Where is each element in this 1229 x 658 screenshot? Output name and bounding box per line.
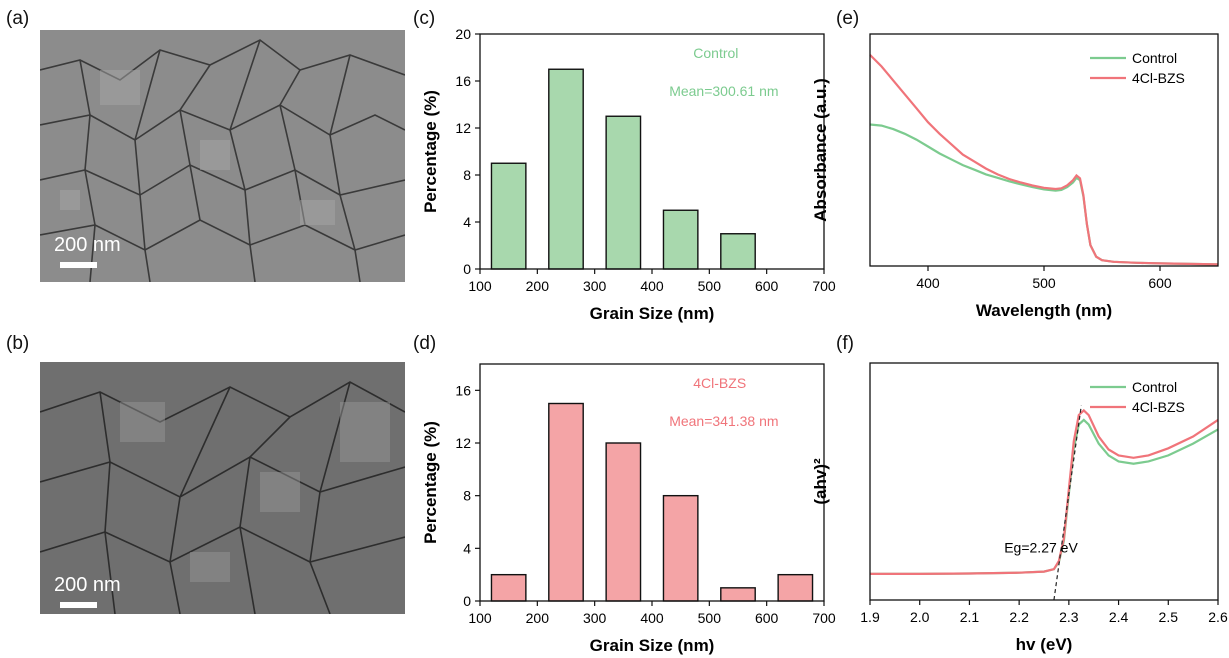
bar	[490, 162, 527, 270]
x-tick-label: 500	[1032, 275, 1056, 291]
panel-label-d: (d)	[413, 333, 437, 354]
bandgap-annotation: Eg=2.27 eV	[1004, 540, 1078, 556]
x-tick-label: 600	[755, 278, 779, 294]
plot-frame	[869, 362, 1219, 601]
sem-grain-texture-b	[40, 362, 405, 614]
y-axis-label: Percentage (%)	[421, 421, 440, 544]
tauc-plot: Eg=2.27 eV hv (eV) (ahv)² 1.9 2.0 2.1 2.2 2.3 2.…	[811, 362, 1228, 654]
bar	[720, 587, 756, 602]
x-tick-label: 2.0	[910, 609, 930, 625]
y-axis-label: (ahv)²	[811, 458, 830, 505]
y-tick-label: 12	[455, 435, 471, 451]
histogram-4cl-bzs: Grain Size (nm)Percentage (%)100 200 300 40…	[421, 363, 836, 655]
y-tick-label: 4	[463, 214, 471, 230]
mean-annotation: Mean=341.38 nm	[669, 413, 778, 429]
legend-label: 4Cl-BZS	[1132, 70, 1185, 86]
x-tick-label: 100	[468, 278, 492, 294]
legend-sample-label: Control	[693, 45, 738, 61]
legend-sample-label: 4Cl-BZS	[693, 375, 746, 391]
x-tick-label: 400	[640, 610, 664, 626]
bar	[605, 115, 642, 270]
panel-label-c: (c)	[413, 8, 436, 29]
y-tick-label: 8	[463, 488, 471, 504]
bar	[548, 68, 584, 270]
x-tick-label: 100	[468, 610, 492, 626]
x-tick-label: 700	[812, 610, 836, 626]
bar	[548, 402, 584, 602]
x-tick-label: 1.9	[860, 609, 880, 625]
series-line-4cl-bzs	[870, 408, 1219, 575]
x-tick-label: 2.4	[1109, 609, 1129, 625]
legend-label: Control	[1132, 50, 1177, 66]
y-tick-label: 0	[463, 261, 471, 277]
tangent-line	[1053, 405, 1082, 601]
x-axis-label: Grain Size (nm)	[590, 636, 715, 655]
legend-label: 4Cl-BZS	[1132, 399, 1185, 415]
series-line-4cl-bzs	[869, 54, 1219, 266]
x-tick-label: 2.5	[1159, 609, 1179, 625]
legend-label: Control	[1132, 379, 1177, 395]
x-tick-label: 300	[583, 278, 607, 294]
histogram-control: Grain Size (nm)Percentage (%)100 200 300 40…	[421, 26, 836, 323]
sem-image-a: 200 nm	[40, 30, 405, 282]
y-tick-label: 16	[455, 73, 471, 89]
x-tick-label: 600	[1148, 275, 1172, 291]
mean-annotation: Mean=300.61 nm	[669, 83, 778, 99]
sem-grain-texture-a	[40, 30, 405, 282]
x-tick-label: 2.1	[960, 609, 980, 625]
x-tick-label: 500	[698, 610, 722, 626]
y-tick-label: 12	[455, 120, 471, 136]
panel-label-b: (b)	[6, 333, 30, 354]
bar	[490, 573, 527, 602]
series-line-control	[869, 123, 1219, 266]
panel-label-f: (f)	[836, 333, 854, 354]
bar	[662, 209, 699, 270]
y-tick-label: 16	[455, 382, 471, 398]
y-tick-label: 8	[463, 167, 471, 183]
plot-frame	[479, 33, 825, 270]
plot-frame	[869, 33, 1219, 267]
absorbance-chart: Wavelength (nm) Absorbance (a.u.) 400 500 60…	[811, 33, 1219, 320]
panel-label-e: (e)	[836, 8, 860, 29]
bar	[605, 442, 642, 602]
scale-label-b: 200 nm	[54, 574, 121, 596]
x-tick-label: 2.6	[1208, 609, 1228, 625]
x-tick-label: 2.3	[1059, 609, 1079, 625]
scale-label-a: 200 nm	[54, 234, 121, 256]
x-tick-label: 2.2	[1009, 609, 1029, 625]
y-axis-label: Absorbance (a.u.)	[811, 78, 830, 222]
sem-image-b: 200 nm	[40, 362, 405, 614]
bar	[777, 573, 814, 602]
scale-bar-b	[60, 602, 97, 608]
scale-bar-a	[60, 262, 97, 268]
y-axis-label: Percentage (%)	[421, 90, 440, 213]
x-tick-label: 400	[640, 278, 664, 294]
x-tick-label: 700	[812, 278, 836, 294]
x-tick-label: 200	[526, 278, 550, 294]
panel-label-a: (a)	[6, 8, 30, 29]
y-tick-label: 20	[455, 26, 471, 42]
y-tick-label: 0	[463, 593, 471, 609]
bar	[720, 233, 756, 270]
x-tick-label: 200	[526, 610, 550, 626]
x-tick-label: 600	[755, 610, 779, 626]
x-axis-label: Wavelength (nm)	[976, 301, 1112, 320]
plot-frame	[479, 363, 825, 602]
x-tick-label: 300	[583, 610, 607, 626]
bar	[662, 494, 699, 602]
x-axis-label: hv (eV)	[1016, 635, 1073, 654]
x-tick-label: 500	[698, 278, 722, 294]
x-tick-label: 400	[916, 275, 940, 291]
x-axis-label: Grain Size (nm)	[590, 304, 715, 323]
y-tick-label: 4	[463, 540, 471, 556]
